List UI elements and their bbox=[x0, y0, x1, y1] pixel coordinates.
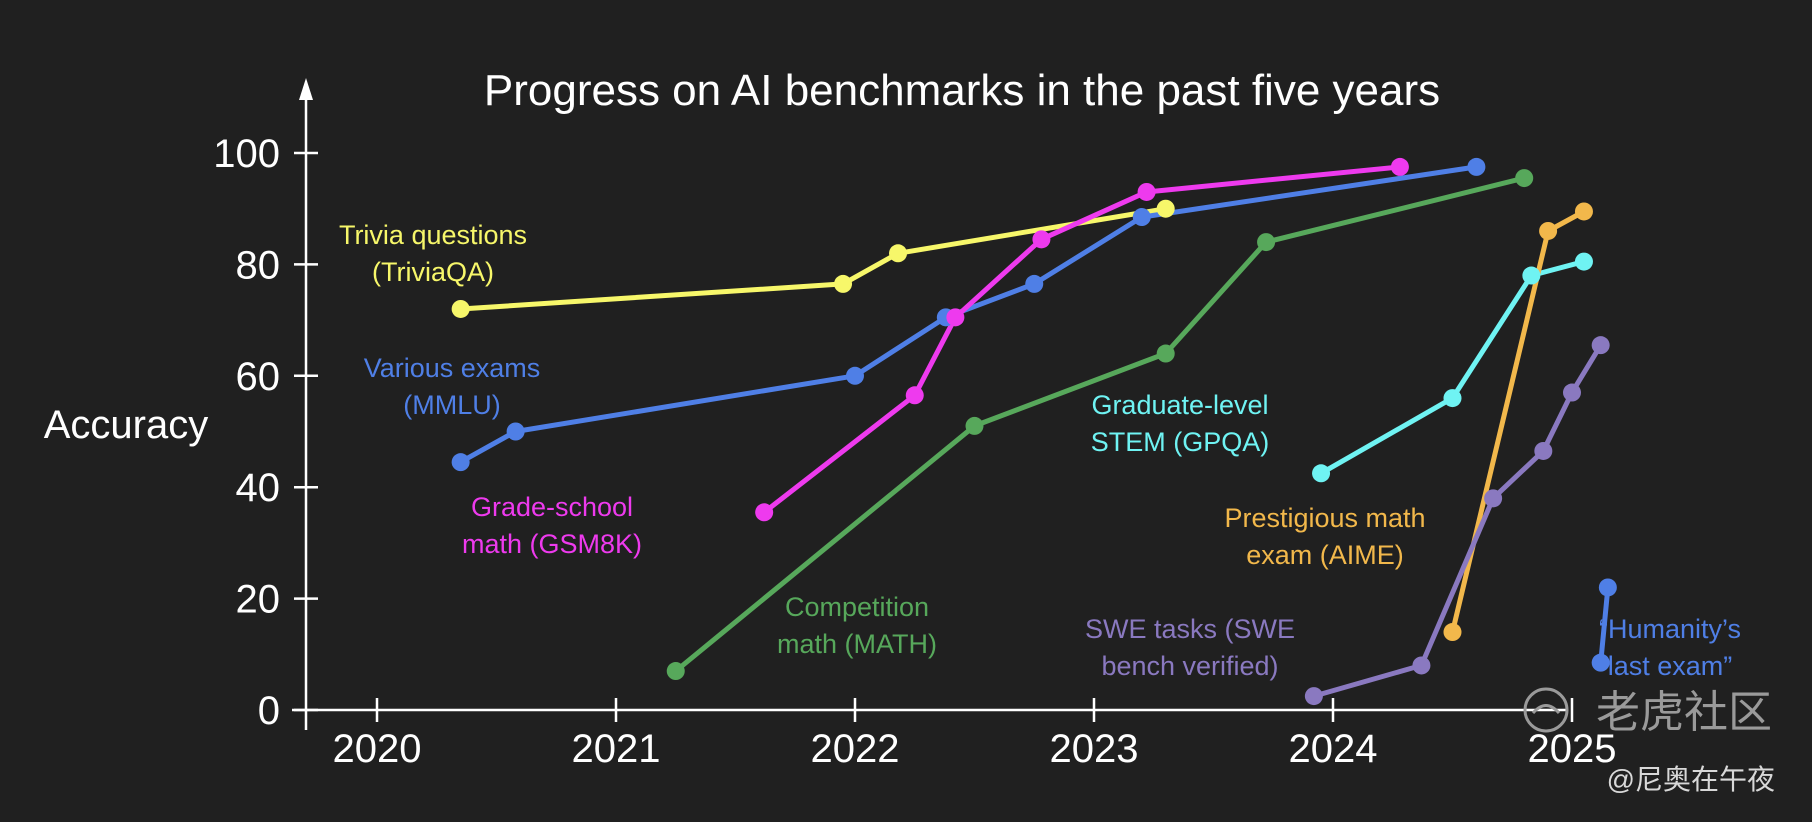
x-tick-label: 2024 bbox=[1289, 727, 1378, 771]
series-line bbox=[458, 164, 1479, 465]
data-point bbox=[1574, 202, 1593, 221]
data-point bbox=[506, 422, 525, 441]
series-label: SWE tasks (SWE bbox=[1085, 614, 1295, 644]
y-tick-label: 20 bbox=[236, 578, 281, 622]
data-point bbox=[1443, 389, 1462, 408]
series-label: Graduate-level bbox=[1091, 390, 1268, 420]
data-point bbox=[1156, 344, 1175, 363]
data-point bbox=[666, 662, 685, 681]
series-label: “Humanity’s bbox=[1599, 614, 1741, 644]
data-point bbox=[965, 416, 984, 435]
ticks: 2020 2021 2022 2023 2024 2025 0 20 40 60 80 100 bbox=[213, 132, 1616, 771]
data-point bbox=[1591, 336, 1610, 355]
series-label: bench verified) bbox=[1101, 651, 1278, 681]
data-point bbox=[1312, 464, 1331, 483]
data-point bbox=[1598, 578, 1617, 597]
series-label: Various exams bbox=[364, 353, 541, 383]
y-tick-label: 60 bbox=[236, 355, 281, 399]
watermark: 老虎社区 @尼奥在午夜 bbox=[1523, 687, 1775, 795]
data-point bbox=[846, 366, 864, 385]
data-point bbox=[1539, 221, 1558, 240]
series-label: math (MATH) bbox=[777, 629, 937, 659]
x-tick-label: 2025 bbox=[1528, 727, 1617, 771]
y-tick-label: 0 bbox=[258, 689, 280, 733]
data-point bbox=[1390, 157, 1409, 176]
series-label: Prestigious math bbox=[1224, 503, 1425, 533]
series-label: (TriviaQA) bbox=[372, 257, 494, 287]
chart-title: Progress on AI benchmarks in the past fi… bbox=[484, 66, 1440, 115]
series-line bbox=[761, 164, 1403, 515]
series-line bbox=[1598, 585, 1611, 666]
data-point bbox=[755, 503, 774, 522]
data-point bbox=[905, 386, 924, 405]
series-line bbox=[1311, 342, 1604, 699]
watermark-handle: @尼奥在午夜 bbox=[1607, 764, 1775, 795]
series-line bbox=[1450, 209, 1587, 635]
x-tick-label: 2023 bbox=[1050, 727, 1139, 771]
data-point bbox=[1132, 208, 1151, 227]
data-point bbox=[1522, 266, 1541, 285]
x-tick-label: 2020 bbox=[333, 727, 422, 771]
data-point bbox=[1467, 157, 1486, 176]
x-tick-label: 2021 bbox=[572, 727, 661, 771]
data-point bbox=[1534, 441, 1553, 460]
data-point bbox=[451, 299, 470, 318]
data-point bbox=[1515, 169, 1534, 188]
y-axis-arrow bbox=[299, 78, 313, 100]
data-point bbox=[1574, 252, 1593, 271]
data-point bbox=[1156, 199, 1175, 218]
series-label: last exam” bbox=[1608, 651, 1733, 681]
y-tick-label: 40 bbox=[236, 466, 281, 510]
series-line bbox=[1318, 259, 1587, 476]
data-point bbox=[946, 308, 965, 327]
series-points bbox=[451, 157, 1617, 706]
x-tick-label: 2022 bbox=[811, 727, 900, 771]
series-label: math (GSM8K) bbox=[462, 529, 642, 559]
series-label: STEM (GPQA) bbox=[1091, 427, 1270, 457]
series-lines bbox=[458, 164, 1611, 699]
series-label: Grade-school bbox=[471, 492, 633, 522]
series-label: (MMLU) bbox=[403, 390, 500, 420]
data-point bbox=[1563, 383, 1581, 402]
data-point bbox=[1443, 623, 1462, 642]
data-point bbox=[451, 453, 470, 472]
series-label: Trivia questions bbox=[339, 220, 527, 250]
tiger-logo-icon bbox=[1523, 687, 1569, 733]
y-tick-label: 80 bbox=[236, 243, 281, 287]
series-label: exam (AIME) bbox=[1246, 540, 1404, 570]
watermark-text: 老虎社区 bbox=[1596, 688, 1772, 737]
data-point bbox=[1412, 656, 1431, 675]
series-labels: Trivia questions (TriviaQA) Various exams (… bbox=[339, 220, 1741, 681]
data-point bbox=[1257, 233, 1276, 252]
data-point bbox=[1032, 230, 1051, 249]
data-point bbox=[1591, 653, 1610, 672]
series-line bbox=[458, 206, 1169, 312]
y-tick-label: 100 bbox=[213, 132, 280, 176]
data-point bbox=[1304, 687, 1323, 706]
data-point bbox=[834, 274, 853, 293]
data-point bbox=[1025, 274, 1044, 293]
series-label: Competition bbox=[785, 592, 929, 622]
data-point bbox=[1137, 182, 1156, 201]
y-axis-label: Accuracy bbox=[44, 403, 209, 447]
axes bbox=[292, 78, 1568, 730]
data-point bbox=[1484, 489, 1503, 508]
data-point bbox=[889, 244, 908, 263]
